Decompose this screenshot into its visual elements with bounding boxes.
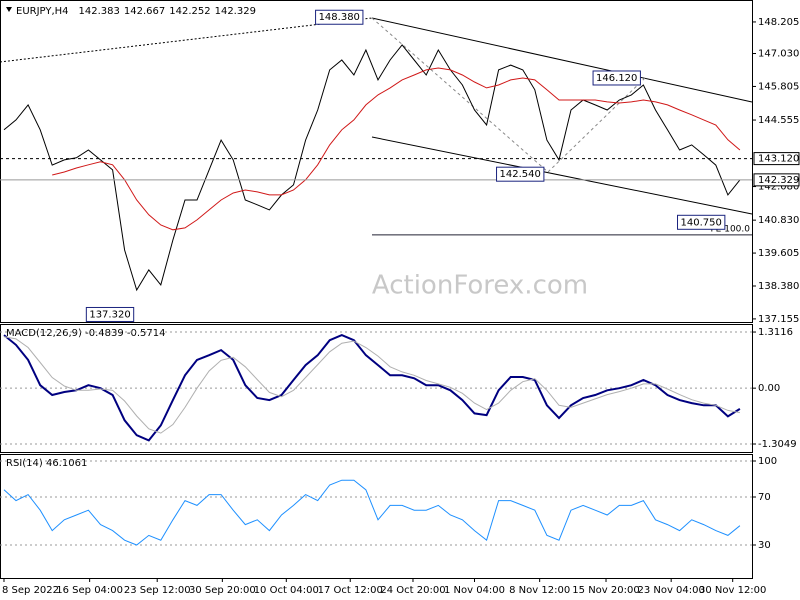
fib-leg bbox=[371, 17, 549, 173]
y-tick-label: 139.605 bbox=[758, 248, 799, 259]
y-tick-label: 100 bbox=[758, 456, 777, 467]
y-tick-label: 1.3116 bbox=[758, 327, 793, 338]
price-label: 140.750 bbox=[681, 217, 722, 228]
rsi-title: RSI(14) 46.1061 bbox=[6, 458, 87, 469]
level-label: 143.120 bbox=[758, 154, 799, 165]
level-label: 142.329 bbox=[758, 175, 799, 186]
x-tick-label: 8 Sep 2022 bbox=[2, 585, 59, 596]
x-tick-label: 16 Sep 04:00 bbox=[56, 585, 123, 596]
y-tick-label: 137.155 bbox=[758, 314, 799, 325]
x-tick-label: 23 Nov 04:00 bbox=[637, 585, 704, 596]
series-line bbox=[3, 44, 741, 292]
price-label: 148.380 bbox=[319, 12, 360, 23]
y-tick-label: 142.080 bbox=[758, 182, 799, 193]
symbol-icon bbox=[6, 7, 12, 12]
watermark: ActionForex.com bbox=[372, 271, 588, 301]
trend-line bbox=[0, 17, 373, 63]
price-label-box bbox=[315, 9, 364, 25]
x-tick-label: 24 Oct 20:00 bbox=[380, 585, 445, 596]
x-tick-label: 8 Nov 12:00 bbox=[509, 585, 570, 596]
y-tick-label: 0.00 bbox=[758, 383, 780, 394]
price-label: 137.320 bbox=[89, 309, 130, 320]
ohlc-value: 142.329 bbox=[215, 6, 256, 17]
price-label-box bbox=[592, 70, 641, 86]
rsi-panel bbox=[0, 454, 753, 579]
x-tick-label: 15 Nov 20:00 bbox=[572, 585, 639, 596]
x-tick-label: 30 Sep 20:00 bbox=[189, 585, 256, 596]
price-label: 146.120 bbox=[596, 73, 637, 84]
price-label-box bbox=[677, 214, 726, 230]
x-tick-label: 1 Nov 04:00 bbox=[444, 585, 505, 596]
channel-lower bbox=[371, 136, 753, 215]
y-tick-label: 30 bbox=[758, 540, 771, 551]
y-tick-label: -1.3049 bbox=[758, 439, 797, 450]
ohlc-value: 142.252 bbox=[169, 6, 210, 17]
series-line bbox=[3, 479, 741, 546]
price-label-box bbox=[496, 166, 545, 182]
y-tick-label: 148.205 bbox=[758, 17, 799, 28]
series-line bbox=[3, 336, 740, 434]
level-box bbox=[753, 152, 800, 166]
y-tick-label: 140.830 bbox=[758, 215, 799, 226]
ohlc-value: 142.667 bbox=[124, 6, 165, 17]
x-tick-label: 10 Oct 04:00 bbox=[254, 585, 319, 596]
x-tick-label: 17 Oct 12:00 bbox=[318, 585, 383, 596]
level-box bbox=[753, 173, 800, 187]
price-panel bbox=[0, 0, 753, 323]
ohlc-value: 142.383 bbox=[79, 6, 120, 17]
price-label: 142.540 bbox=[500, 169, 541, 180]
y-tick-label: 138.380 bbox=[758, 281, 799, 292]
chart-title: EURJPY,H4 bbox=[16, 6, 69, 17]
x-tick-label: 23 Sep 12:00 bbox=[124, 585, 191, 596]
series-line bbox=[3, 334, 741, 442]
x-tick-label: 30 Nov 12:00 bbox=[699, 585, 766, 596]
price-label-box bbox=[85, 306, 135, 322]
y-tick-label: 147.030 bbox=[758, 49, 799, 60]
macd-title: MACD(12,26,9) -0.4839 -0.5714 bbox=[6, 328, 166, 339]
y-tick-label: 70 bbox=[758, 492, 771, 503]
channel-upper bbox=[371, 17, 753, 103]
y-tick-label: 145.805 bbox=[758, 81, 799, 92]
y-tick-label: 144.555 bbox=[758, 115, 799, 126]
fib-leg bbox=[547, 77, 646, 173]
series-line bbox=[52, 67, 741, 231]
fe-label: FE 100.0 bbox=[711, 224, 751, 234]
